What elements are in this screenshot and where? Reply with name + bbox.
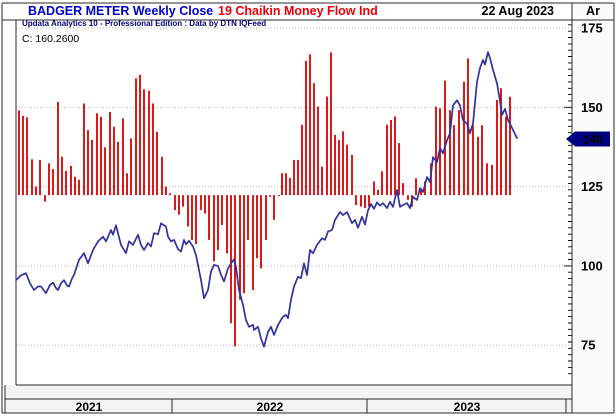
axis-column-header: Ar [586, 4, 600, 18]
last-price-marker-label: 140 [583, 134, 602, 146]
y-axis-tick-label: 100 [581, 258, 603, 273]
year-label: 2023 [454, 400, 481, 414]
timeline-strip [5, 385, 572, 399]
y-axis-tick-label: 175 [581, 21, 603, 36]
price-line [15, 51, 518, 348]
year-label: 2021 [76, 400, 103, 414]
cmf-bars [18, 52, 511, 347]
y-axis-tick-label: 125 [581, 179, 603, 194]
y-axis-gutter [572, 3, 614, 413]
date-label: 22 Aug 2023 [481, 4, 555, 18]
last-price-marker [566, 131, 610, 147]
y-axis-minor-ticks [564, 24, 572, 375]
indicator-title: 19 Chaikin Money Flow Ind [218, 4, 378, 18]
year-label: 2022 [257, 400, 284, 414]
year-band [5, 399, 572, 413]
app-banner: Updata Analytics 10 - Professional Editi… [22, 19, 267, 28]
close-value-label: C: 160.2600 [22, 33, 80, 45]
y-axis-tick-label: 75 [581, 338, 595, 353]
instrument-title: BADGER METER Weekly Close [28, 4, 214, 18]
y-axis-tick-label: 150 [581, 100, 603, 115]
